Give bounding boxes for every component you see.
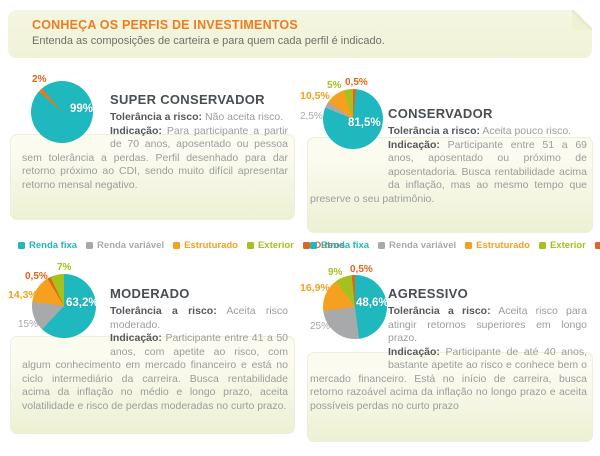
legend-swatch-renda-fixa	[18, 242, 25, 249]
indication-text: Para participante a partir de 70 anos, a…	[22, 124, 289, 191]
legend-swatch-outros	[594, 242, 600, 249]
pie-chart-super-conservador	[31, 81, 93, 143]
pie-callout-label: 14,3%	[8, 289, 38, 301]
legend-swatch-renda-variavel	[86, 242, 94, 249]
pie-callout-label: 25%	[310, 321, 331, 332]
pie-value-label: 63,2%	[66, 297, 99, 309]
legend-item: Estruturado	[465, 240, 530, 251]
pie-chart-moderado	[32, 274, 96, 338]
profile-card-background	[307, 352, 593, 442]
legend-label: Exterior	[549, 240, 586, 251]
pie-wrap-spacer	[310, 286, 388, 360]
indication-label: Indicação:	[388, 345, 440, 358]
pie-callout-label: 10,5%	[300, 90, 330, 102]
legend-swatch-outros	[302, 242, 310, 249]
indication-text: Participante entre 51 a 69 anos, aposent…	[310, 138, 588, 205]
pie-callout-label: 9%	[328, 267, 343, 278]
legend-item: Renda fixa	[18, 240, 77, 251]
profile-card-background	[10, 134, 295, 220]
pie-chart-agressivo	[323, 275, 387, 339]
legend-item: Renda variável	[86, 240, 164, 251]
profile-text-block: MODERADO Tolerância a risco: Aceita risc…	[22, 286, 288, 413]
pie-value-label: 81,5%	[348, 117, 381, 129]
tolerance-text: Não aceita risco.	[204, 111, 284, 123]
indication-label: Indicação:	[388, 138, 440, 151]
profile-title: SUPER CONSERVADOR	[110, 92, 265, 107]
profile-card-background	[307, 137, 593, 233]
profile-title: MODERADO	[110, 286, 190, 301]
pie-value-label: 48,6%	[356, 297, 389, 309]
page-title: CONHEÇA OS PERFIS DE INVESTIMENTOS	[32, 18, 298, 32]
legend-label: Renda variável	[389, 240, 457, 251]
profile-description: Tolerância a risco: Aceita pouco risco. …	[310, 125, 587, 206]
pie-value-label: 99%	[70, 103, 94, 115]
indication-text: Participante de até 40 anos, bastante ap…	[310, 345, 587, 412]
legend-item: Renda variável	[378, 240, 456, 251]
pie-callout-label: 0,5%	[25, 271, 48, 282]
tolerance-text: Aceita pouco risco.	[482, 125, 572, 137]
page-subtitle: Entenda as composições de carteira e par…	[32, 35, 385, 47]
legend-swatch-renda-fixa	[310, 242, 317, 249]
pie-callout-label: 7%	[57, 262, 72, 273]
pie-callout-label: 0,5%	[345, 77, 368, 88]
legend-swatch-estruturado	[465, 242, 473, 249]
legend-swatch-exterior	[538, 242, 546, 249]
tolerance-text: Aceita risco moderado.	[110, 305, 288, 331]
legend-label: Exterior	[257, 240, 294, 251]
profile-section-agressivo: 48,6% 0,5% 9% 16,9% 25% AGRESSIVO Tolerâ…	[300, 255, 593, 447]
profile-description: Tolerância a risco: Não aceita risco. In…	[22, 111, 288, 192]
profile-text-block: SUPER CONSERVADOR Tolerância a risco: Nã…	[22, 92, 288, 192]
profile-text-block: CONSERVADOR Tolerância a risco: Aceita p…	[310, 106, 587, 206]
profile-text-block: AGRESSIVO Tolerância a risco: Aceita ris…	[310, 286, 587, 413]
legend-left: Renda fixa Renda variável Estruturado Ex…	[18, 240, 345, 251]
pie-wrap-spacer	[22, 286, 110, 352]
indication-text: Participante entre 41 a 50 anos, com ape…	[22, 332, 288, 412]
legend-label: Renda fixa	[321, 240, 370, 251]
legend-label: Renda fixa	[29, 240, 78, 251]
pie-callout-label: 2%	[32, 74, 47, 85]
legend-right: Renda fixa Renda variável Estruturado Ex…	[310, 240, 600, 251]
tolerance-label: Tolerância a risco:	[388, 125, 481, 137]
tolerance-text: Aceita risco para atingir retornos super…	[388, 305, 588, 344]
profile-card-background	[10, 336, 295, 434]
pie-callout-label: 16,9%	[300, 282, 330, 294]
indication-label: Indicação:	[110, 124, 162, 137]
pie-callout-label: 2,5%	[300, 111, 323, 122]
legend-swatch-renda-variavel	[378, 242, 386, 249]
pie-wrap-spacer	[22, 92, 110, 146]
legend-swatch-exterior	[246, 242, 254, 249]
legend-item: Outros	[302, 240, 346, 251]
pie-callout-label: 0,5%	[350, 264, 373, 275]
profile-title: AGRESSIVO	[388, 286, 468, 301]
legend-item: Exterior	[246, 240, 294, 251]
legend-item: Outros	[594, 240, 600, 251]
legend-label: Estruturado	[476, 240, 530, 251]
profile-section-conservador: 81,5% 0,5% 5% 10,5% 2,5% CONSERVADOR Tol…	[300, 68, 593, 240]
legend-swatch-estruturado	[173, 242, 181, 249]
pie-wrap-spacer	[310, 106, 388, 182]
legend-item: Exterior	[538, 240, 586, 251]
header-banner: CONHEÇA OS PERFIS DE INVESTIMENTOS Enten…	[8, 10, 592, 58]
indication-label: Indicação:	[110, 332, 162, 344]
legend-label: Outros	[313, 240, 346, 251]
pie-callout-label: 15%	[18, 319, 39, 330]
tolerance-label: Tolerância a risco:	[110, 305, 217, 317]
profile-description: Tolerância a risco: Aceita risco moderad…	[22, 305, 288, 413]
pie-callout-label: 5%	[327, 80, 342, 91]
profile-title: CONSERVADOR	[388, 106, 493, 121]
tolerance-label: Tolerância a risco:	[388, 305, 491, 317]
folded-corner-decoration	[572, 10, 592, 30]
profile-description: Tolerância a risco: Aceita risco para at…	[310, 305, 587, 413]
legend-label: Estruturado	[184, 240, 238, 251]
legend-item: Renda fixa	[310, 240, 369, 251]
legend-label: Renda variável	[97, 240, 165, 251]
profile-section-moderado: 63,2% 7% 0,5% 14,3% 15% MODERADO Tolerân…	[8, 255, 298, 441]
tolerance-label: Tolerância a risco:	[110, 111, 203, 123]
legend-item: Estruturado	[173, 240, 238, 251]
pie-chart-conservador	[323, 89, 383, 149]
profile-section-super-conservador: 99% 2% SUPER CONSERVADOR Tolerância a ri…	[8, 68, 298, 236]
